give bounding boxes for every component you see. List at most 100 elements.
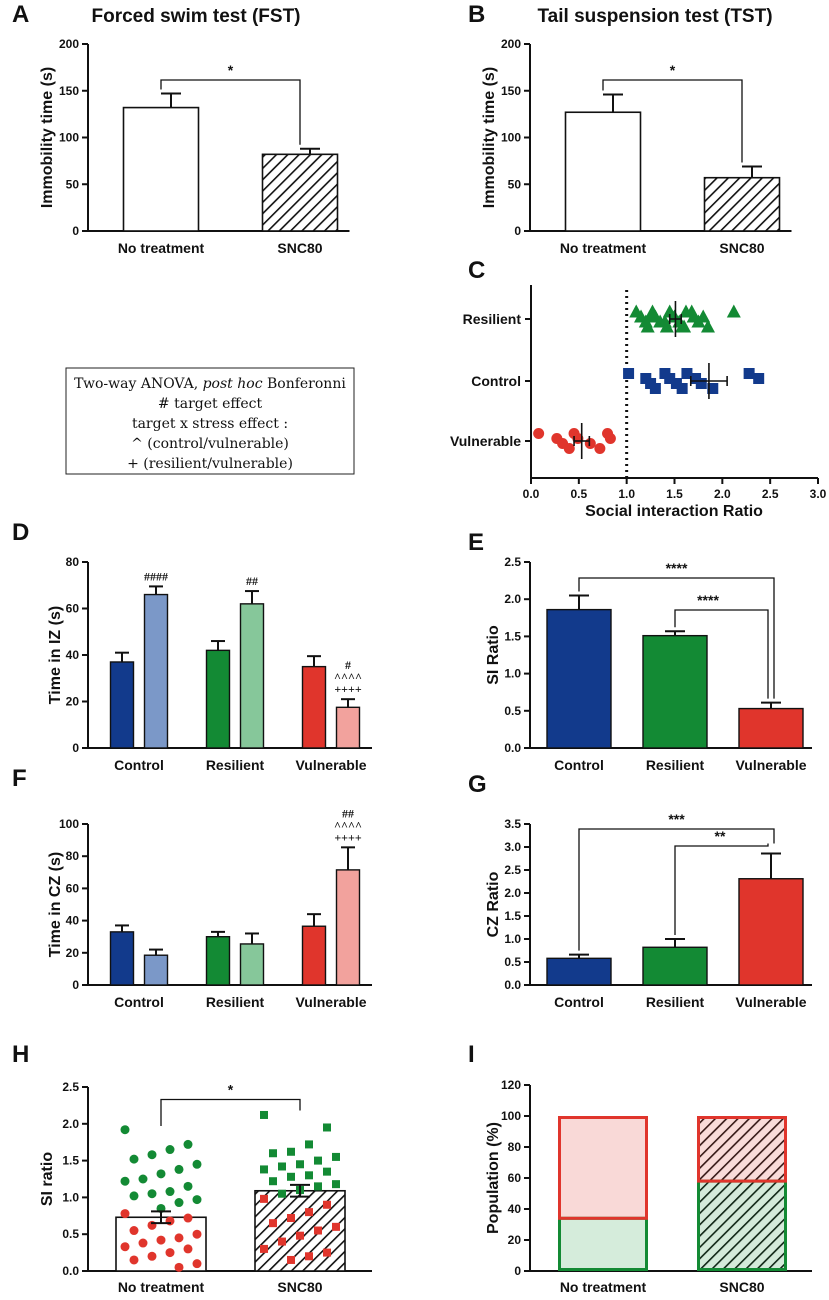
G-bar-Vulnerable [738,878,804,986]
C-panel-label: C [468,257,485,284]
C-resilient-point [726,304,741,318]
H-resilient-point [314,1156,322,1165]
A-x-tick-label: SNC80 [277,240,322,256]
H-y-tick-label: 0.5 [62,1227,79,1241]
A-chart-title: Forced swim test (FST) [91,6,300,27]
E-y-tick-label: 0.5 [504,704,521,718]
legend-line-4: ^ (control/vulnerable) [131,436,289,452]
H-resilient-point [314,1182,322,1191]
H-resilient-point [129,1191,139,1201]
A-sig-bracket [160,79,301,145]
H-vulnerable-point [129,1226,139,1236]
I-panel-label: I [468,1041,475,1068]
H-vulnerable-point [287,1255,295,1264]
C-vulnerable-point [563,443,575,454]
D-bar-Vulnerable-1 [335,706,361,749]
G-y-tick-label: 3.0 [504,840,521,854]
F-y-tick-label: 80 [66,849,80,863]
D-y-tick-label: 40 [66,648,80,662]
I-vulnerable-tint-1 [697,1116,787,1182]
legend-line-2: # target effect [158,396,263,412]
B-bar-1 [703,176,781,232]
A-y-tick-label: 150 [59,84,79,98]
E-sig-bracket [578,577,775,699]
D-annotation: ## [246,574,258,588]
D-bar-Control-0 [109,661,135,749]
C-control-point [753,373,765,384]
E-sig-label: **** [697,592,719,608]
G-sig-bracket [578,828,775,951]
G-y-tick-label: 1.5 [504,909,521,923]
E-y-tick-label: 0.0 [504,741,521,755]
G-y-tick-label: 0.5 [504,955,521,969]
C-group-label: Control [471,373,521,389]
F-annotation: ++++ [334,830,362,844]
C-control-point [623,368,635,379]
H-y-tick-label: 0.0 [62,1264,79,1278]
H-vulnerable-point [260,1194,268,1203]
E-x-tick-label: Resilient [646,757,705,773]
H-vulnerable-point [305,1208,313,1217]
C-control-point [670,378,682,389]
H-resilient-point [269,1149,277,1158]
E-bar-Control [546,608,612,749]
H-resilient-point [287,1147,295,1156]
I-y-tick-label: 20 [508,1233,522,1247]
E-y-tick-label: 2.5 [504,555,521,569]
E-y-tick-label: 1.5 [504,629,521,643]
C-resilient-point [643,309,658,323]
H-panel-label: H [12,1041,29,1068]
E-bar-Vulnerable [738,707,804,749]
H-resilient-point [138,1174,148,1184]
F-y-tick-label: 100 [59,817,79,831]
F-y-tick-label: 0 [72,978,79,992]
A-bar-1 [261,153,339,232]
A-y-axis-title: Immobility time (s) [39,67,56,208]
H-bar-1 [254,1189,346,1272]
legend-line-3: target x stress effect : [132,416,288,432]
H-vulnerable-point [147,1251,157,1261]
B-y-tick-label: 150 [501,84,521,98]
H-resilient-point [192,1195,202,1205]
C-control-point [676,383,688,394]
I-vulnerable-outline-1 [697,1116,787,1183]
G-y-tick-label: 2.5 [504,863,521,877]
H-resilient-point [183,1139,193,1149]
H-resilient-point [278,1162,286,1171]
D-annotation: #### [144,569,168,583]
C-control-point [707,383,719,394]
C-resilient-point [675,319,690,333]
C-resilient-point [684,304,699,318]
H-vulnerable-point [174,1262,184,1272]
H-vulnerable-point [183,1213,193,1223]
B-y-tick-label: 50 [508,177,522,191]
I-vulnerable-segment-0 [558,1116,648,1219]
B-x-tick-label: SNC80 [719,240,764,256]
F-bar-Resilient-0 [205,936,231,986]
I-y-tick-label: 100 [501,1109,521,1123]
C-resilient-point [700,319,715,333]
legend-line-5: + (resilient/vulnerable) [127,456,293,472]
C-resilient-point [696,309,711,323]
D-y-axis-title: Time in IZ (s) [47,606,64,704]
G-x-tick-label: Vulnerable [735,994,806,1010]
F-bar-Control-0 [109,931,135,986]
B-sig-label: * [670,62,676,78]
H-y-tick-label: 2.5 [62,1080,79,1094]
C-resilient-point [640,319,655,333]
H-y-tick-label: 1.0 [62,1190,79,1204]
H-resilient-point [305,1140,313,1149]
C-x-tick-label: 1.5 [666,487,683,501]
B-y-tick-label: 0 [514,224,521,238]
F-annotation: ## [342,806,354,820]
H-resilient-point [287,1172,295,1181]
F-bar-Vulnerable-0 [301,925,327,986]
C-x-tick-label: 0.0 [523,487,540,501]
B-y-tick-label: 100 [501,131,521,145]
F-bar-Vulnerable-1 [335,869,361,986]
H-sig-label: * [228,1082,234,1098]
D-bar-Vulnerable-0 [301,665,327,749]
G-sig-label: ** [715,828,726,844]
D-panel-label: D [12,519,29,546]
C-x-tick-label: 1.0 [618,487,635,501]
